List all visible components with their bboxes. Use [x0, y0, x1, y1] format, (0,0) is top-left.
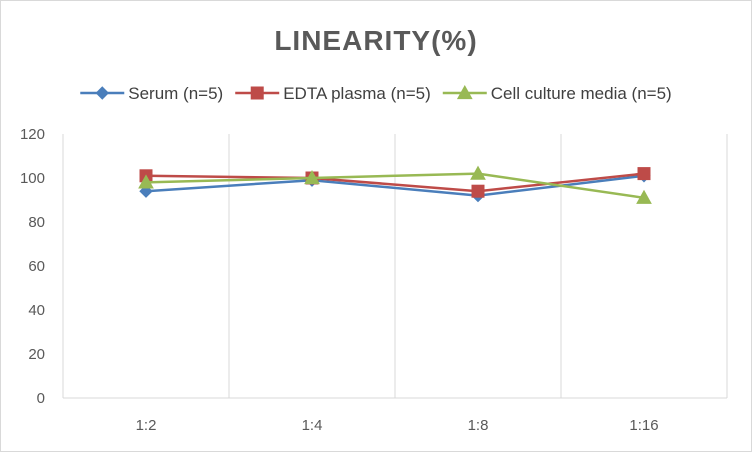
y-tick-label: 60: [28, 258, 45, 275]
x-tick-label: 1:16: [629, 417, 658, 434]
gridlines: [62, 134, 728, 398]
data-point: [304, 169, 320, 185]
series-line: [145, 172, 645, 193]
data-point: [138, 174, 154, 189]
chart-title: LINEARITY(%): [274, 25, 477, 56]
legend-label: EDTA plasma (n=5): [283, 84, 431, 103]
series-layer: [138, 165, 652, 204]
y-tick-label: 20: [28, 346, 45, 363]
data-point: [471, 184, 485, 198]
data-point: [637, 167, 651, 181]
legend-marker: [250, 86, 264, 100]
legend-marker: [456, 84, 473, 100]
legend: Serum (n=5) EDTA plasma (n=5) Cell culture…: [80, 84, 672, 103]
data-point: [636, 189, 652, 204]
legend-marker: [95, 86, 109, 100]
legend-label: Cell culture media (n=5): [491, 84, 672, 103]
axes: 0 20 40 60 80 100 120 1:2 1:4 1:8 1:16: [20, 126, 727, 434]
data-point: [470, 165, 486, 180]
x-tick-label: 1:8: [468, 417, 489, 434]
y-tick-label: 0: [37, 390, 45, 407]
x-tick-label: 1:4: [302, 417, 323, 434]
y-tick-label: 100: [20, 170, 45, 187]
series-line: [145, 172, 645, 200]
y-tick-label: 40: [28, 302, 45, 319]
series-3: [138, 165, 652, 204]
y-tick-label: 80: [28, 214, 45, 231]
x-tick-label: 1:2: [136, 417, 157, 434]
y-tick-label: 120: [20, 126, 45, 143]
legend-label: Serum (n=5): [128, 84, 223, 103]
